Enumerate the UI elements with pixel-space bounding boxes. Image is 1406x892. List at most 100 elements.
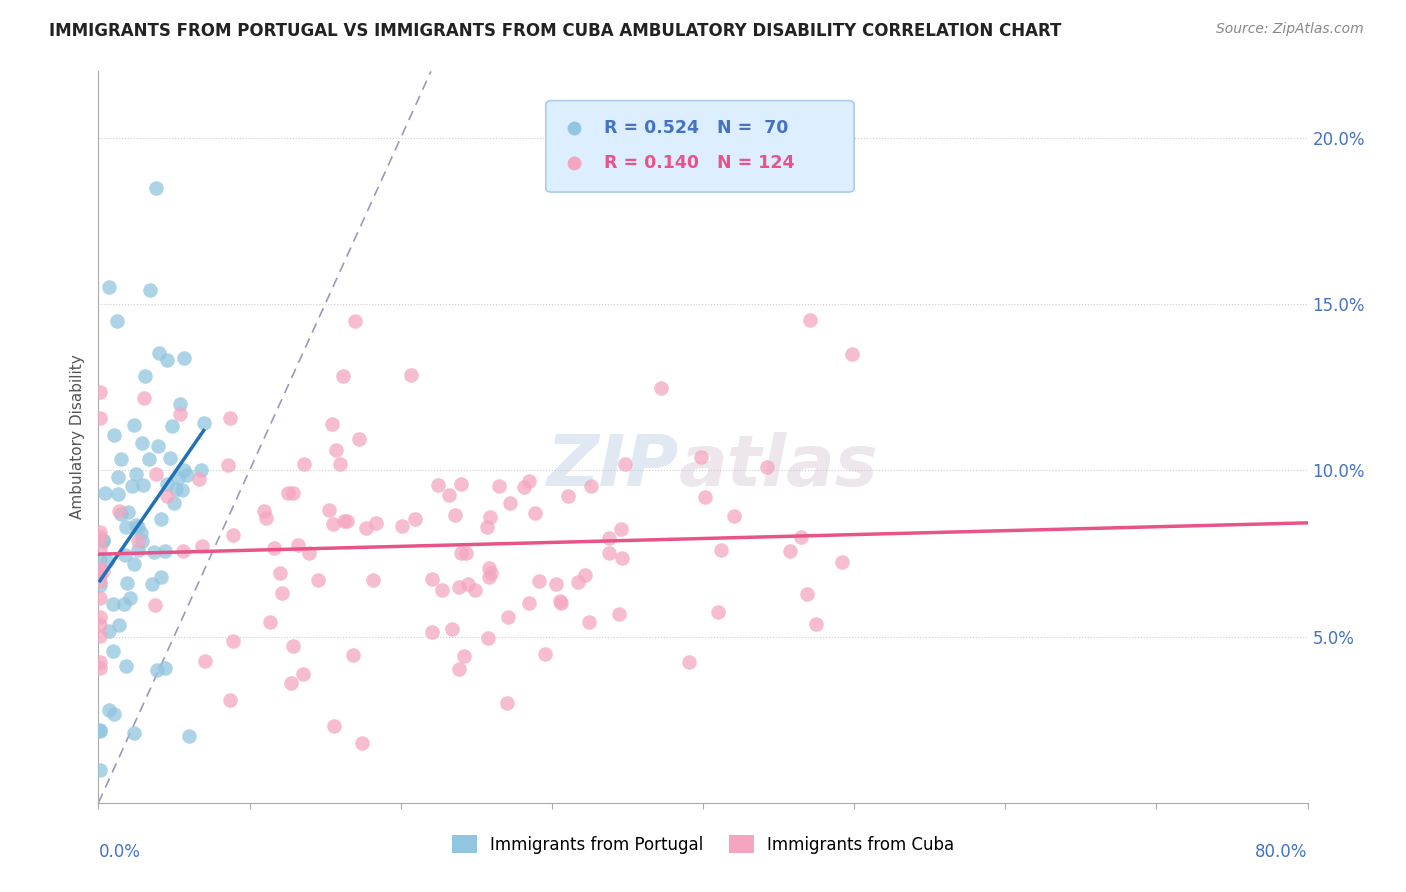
Text: 0.0%: 0.0%	[98, 843, 141, 861]
Point	[103, 597, 125, 611]
Point	[332, 368, 354, 383]
Point	[440, 622, 463, 636]
Point	[145, 180, 167, 194]
Text: 80.0%: 80.0%	[1256, 843, 1308, 861]
Point	[120, 591, 142, 606]
Point	[344, 314, 367, 328]
Point	[598, 546, 620, 560]
Point	[444, 508, 467, 522]
Point	[479, 566, 502, 581]
Point	[169, 407, 191, 421]
Point	[110, 451, 132, 466]
Point	[145, 663, 167, 677]
Point	[478, 560, 501, 574]
Point	[352, 736, 374, 750]
Point	[89, 530, 111, 544]
Point	[156, 489, 179, 503]
Point	[804, 617, 827, 632]
Point	[477, 631, 499, 645]
Point	[127, 543, 149, 558]
Point	[89, 561, 111, 575]
Point	[89, 567, 111, 582]
Point	[450, 477, 472, 491]
Point	[454, 546, 477, 560]
Point	[125, 467, 148, 482]
Point	[143, 545, 166, 559]
Point	[96, 554, 118, 568]
Point	[89, 661, 111, 675]
Point	[134, 369, 156, 384]
Point	[420, 572, 443, 586]
Point	[138, 283, 160, 297]
Point	[105, 314, 128, 328]
Point	[287, 538, 309, 552]
Point	[127, 533, 149, 548]
Point	[517, 474, 540, 488]
Point	[107, 469, 129, 483]
Point	[710, 543, 733, 558]
Point	[89, 553, 111, 567]
Point	[193, 417, 215, 431]
FancyBboxPatch shape	[546, 101, 855, 192]
Point	[97, 703, 120, 717]
Point	[610, 550, 633, 565]
Point	[336, 514, 359, 528]
Point	[427, 478, 450, 492]
Point	[89, 591, 111, 605]
Point	[488, 479, 510, 493]
Point	[160, 418, 183, 433]
Point	[89, 577, 111, 591]
Point	[129, 526, 152, 541]
Legend: Immigrants from Portugal, Immigrants from Cuba: Immigrants from Portugal, Immigrants fro…	[446, 829, 960, 860]
Y-axis label: Ambulatory Disability: Ambulatory Disability	[69, 355, 84, 519]
Point	[354, 521, 377, 535]
Point	[280, 676, 302, 690]
Point	[513, 480, 536, 494]
Point	[131, 436, 153, 450]
Point	[101, 644, 124, 658]
Point	[578, 615, 600, 629]
Point	[218, 410, 240, 425]
Point	[91, 533, 114, 548]
Point	[121, 479, 143, 493]
Point	[333, 514, 356, 528]
Point	[156, 353, 179, 368]
Point	[252, 504, 274, 518]
Text: ZIP: ZIP	[547, 432, 679, 500]
Point	[323, 719, 346, 733]
Point	[173, 351, 195, 366]
Point	[607, 607, 630, 621]
Point	[439, 488, 461, 502]
Point	[94, 486, 117, 500]
Point	[172, 483, 194, 497]
Point	[173, 463, 195, 477]
Point	[430, 582, 453, 597]
Point	[141, 577, 163, 591]
Point	[98, 624, 121, 638]
Point	[103, 428, 125, 442]
Point	[450, 546, 472, 560]
Point	[610, 522, 633, 536]
Point	[796, 587, 818, 601]
Point	[364, 516, 387, 531]
Point	[831, 555, 853, 569]
Point	[148, 346, 170, 360]
Point	[457, 576, 479, 591]
Point	[108, 618, 131, 632]
Point	[115, 520, 138, 534]
Text: atlas: atlas	[679, 432, 879, 500]
Point	[263, 541, 285, 555]
Point	[159, 450, 181, 465]
Point	[117, 576, 139, 591]
Point	[89, 524, 111, 539]
Point	[707, 605, 730, 619]
Point	[695, 490, 717, 504]
Point	[391, 519, 413, 533]
Point	[98, 280, 121, 294]
Point	[122, 726, 145, 740]
Point	[190, 463, 212, 477]
Point	[188, 472, 211, 486]
Point	[89, 541, 111, 555]
Point	[574, 568, 596, 582]
Point	[650, 381, 672, 395]
